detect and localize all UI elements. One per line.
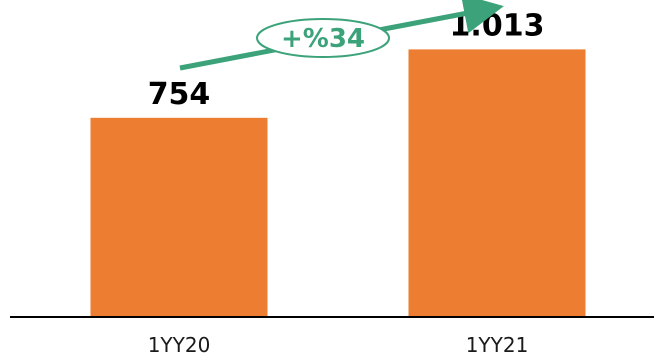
bars-group — [90, 49, 586, 318]
bar-1YY20 — [90, 117, 268, 318]
value-label-1YY20: 754 — [148, 77, 211, 112]
growth-badge-text: +%34 — [281, 24, 365, 54]
category-label-1YY20: 1YY20 — [148, 333, 211, 357]
growth-badge — [256, 18, 390, 58]
category-label-1YY21: 1YY21 — [466, 333, 529, 357]
bar-1YY21 — [408, 49, 586, 317]
category-labels-group: 1YY20 1YY21 — [148, 333, 529, 357]
